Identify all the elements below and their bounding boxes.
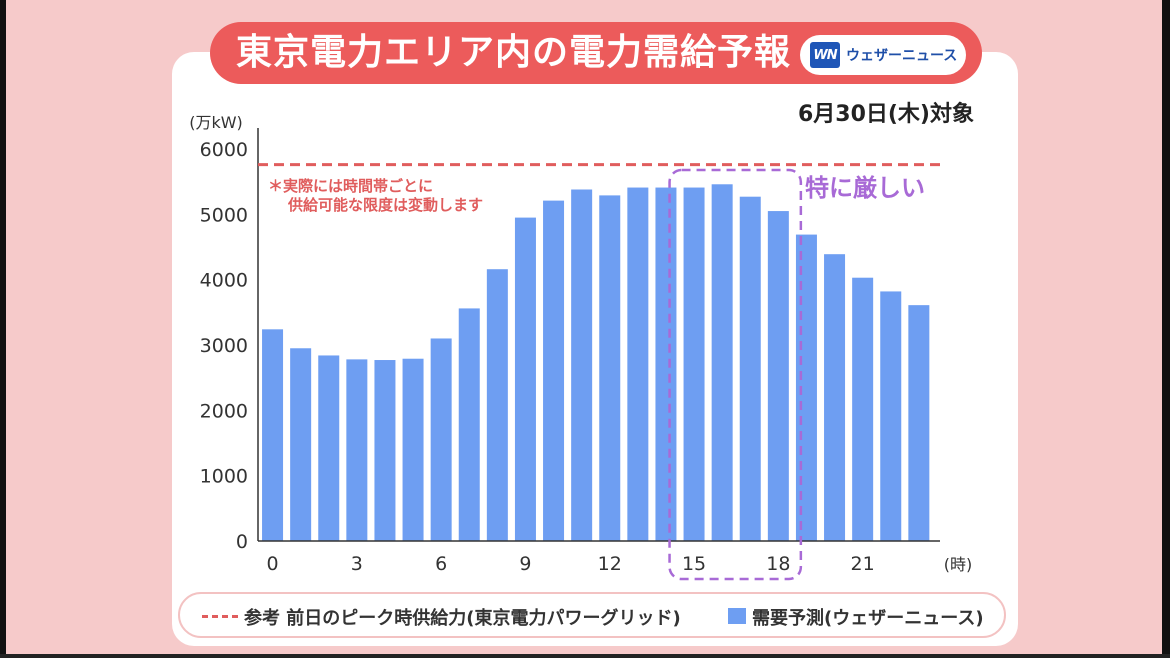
x-tick-label: 21 [851,553,875,575]
bar-hour-2 [318,355,340,541]
y-axis-unit-label: (万kW) [189,113,243,132]
logo-text: ウェザーニュース [846,48,958,64]
bar-legend-icon [728,608,746,624]
bar-hour-23 [908,305,930,541]
x-tick-label: 12 [598,553,622,575]
weathernews-logo: WN ウェザーニュース [800,35,966,75]
legend-series-label: 需要予測(ウェザーニュース) [752,608,984,629]
bar-hour-8 [486,269,508,541]
x-tick-label: 9 [519,553,531,575]
bar-hour-19 [795,234,817,541]
target-date-label: 6月30日(木)対象 [797,102,974,127]
page-title: 東京電力エリア内の電力需給予報 [236,32,792,73]
reference-line-legend-icon [202,615,238,618]
bar-hour-0 [262,329,284,541]
y-tick-label: 5000 [200,204,248,226]
x-tick-label: 18 [766,553,790,575]
bar-hour-17 [739,196,761,541]
bar-hour-3 [346,359,368,541]
bar-hour-5 [402,358,424,541]
right-frame-edge [1162,0,1170,658]
legend-reference-label: 参考 前日のピーク時供給力(東京電力パワーグリッド) [244,608,681,629]
bar-hour-11 [571,189,593,542]
y-tick-label: 0 [236,531,248,553]
x-tick-label: 6 [435,553,447,575]
bottom-frame-edge [0,654,1170,658]
bar-hour-16 [711,184,733,541]
bar-hour-12 [599,195,621,542]
bar-hour-18 [767,211,789,542]
chart-legend: 参考 前日のピーク時供給力(東京電力パワーグリッド) 需要予測(ウェザーニュース… [178,592,1006,638]
highlight-box [668,168,803,581]
highlight-label: 特に厳しい [805,174,925,202]
x-tick-label: 15 [682,553,706,575]
bar-hour-14 [655,187,677,541]
bar-hour-22 [880,291,902,541]
bar-hour-21 [852,277,874,541]
y-tick-label: 1000 [200,466,248,488]
bar-hour-7 [458,308,480,541]
bar-hour-13 [627,187,649,541]
bar-hour-15 [683,187,705,541]
y-tick-label: 4000 [200,270,248,292]
annotation-note-line1: ＊実際には時間帯ごとに [268,177,433,195]
left-frame-edge [0,0,6,658]
bar-hour-4 [374,360,396,541]
bar-hour-6 [430,338,452,541]
x-axis-unit-label: (時) [944,555,973,574]
annotation-note-line2: 供給可能な限度は変動します [287,196,483,214]
wn-logo-icon: WN [810,42,840,68]
bar-hour-9 [514,217,536,541]
chart-card [172,52,1018,646]
bar-hour-1 [290,348,312,541]
x-tick-label: 0 [267,553,279,575]
x-tick-label: 3 [351,553,363,575]
bar-hour-10 [543,200,565,541]
y-tick-label: 2000 [200,400,248,422]
y-tick-label: 3000 [200,335,248,357]
bar-hour-20 [824,254,846,542]
y-tick-label: 6000 [200,139,248,161]
